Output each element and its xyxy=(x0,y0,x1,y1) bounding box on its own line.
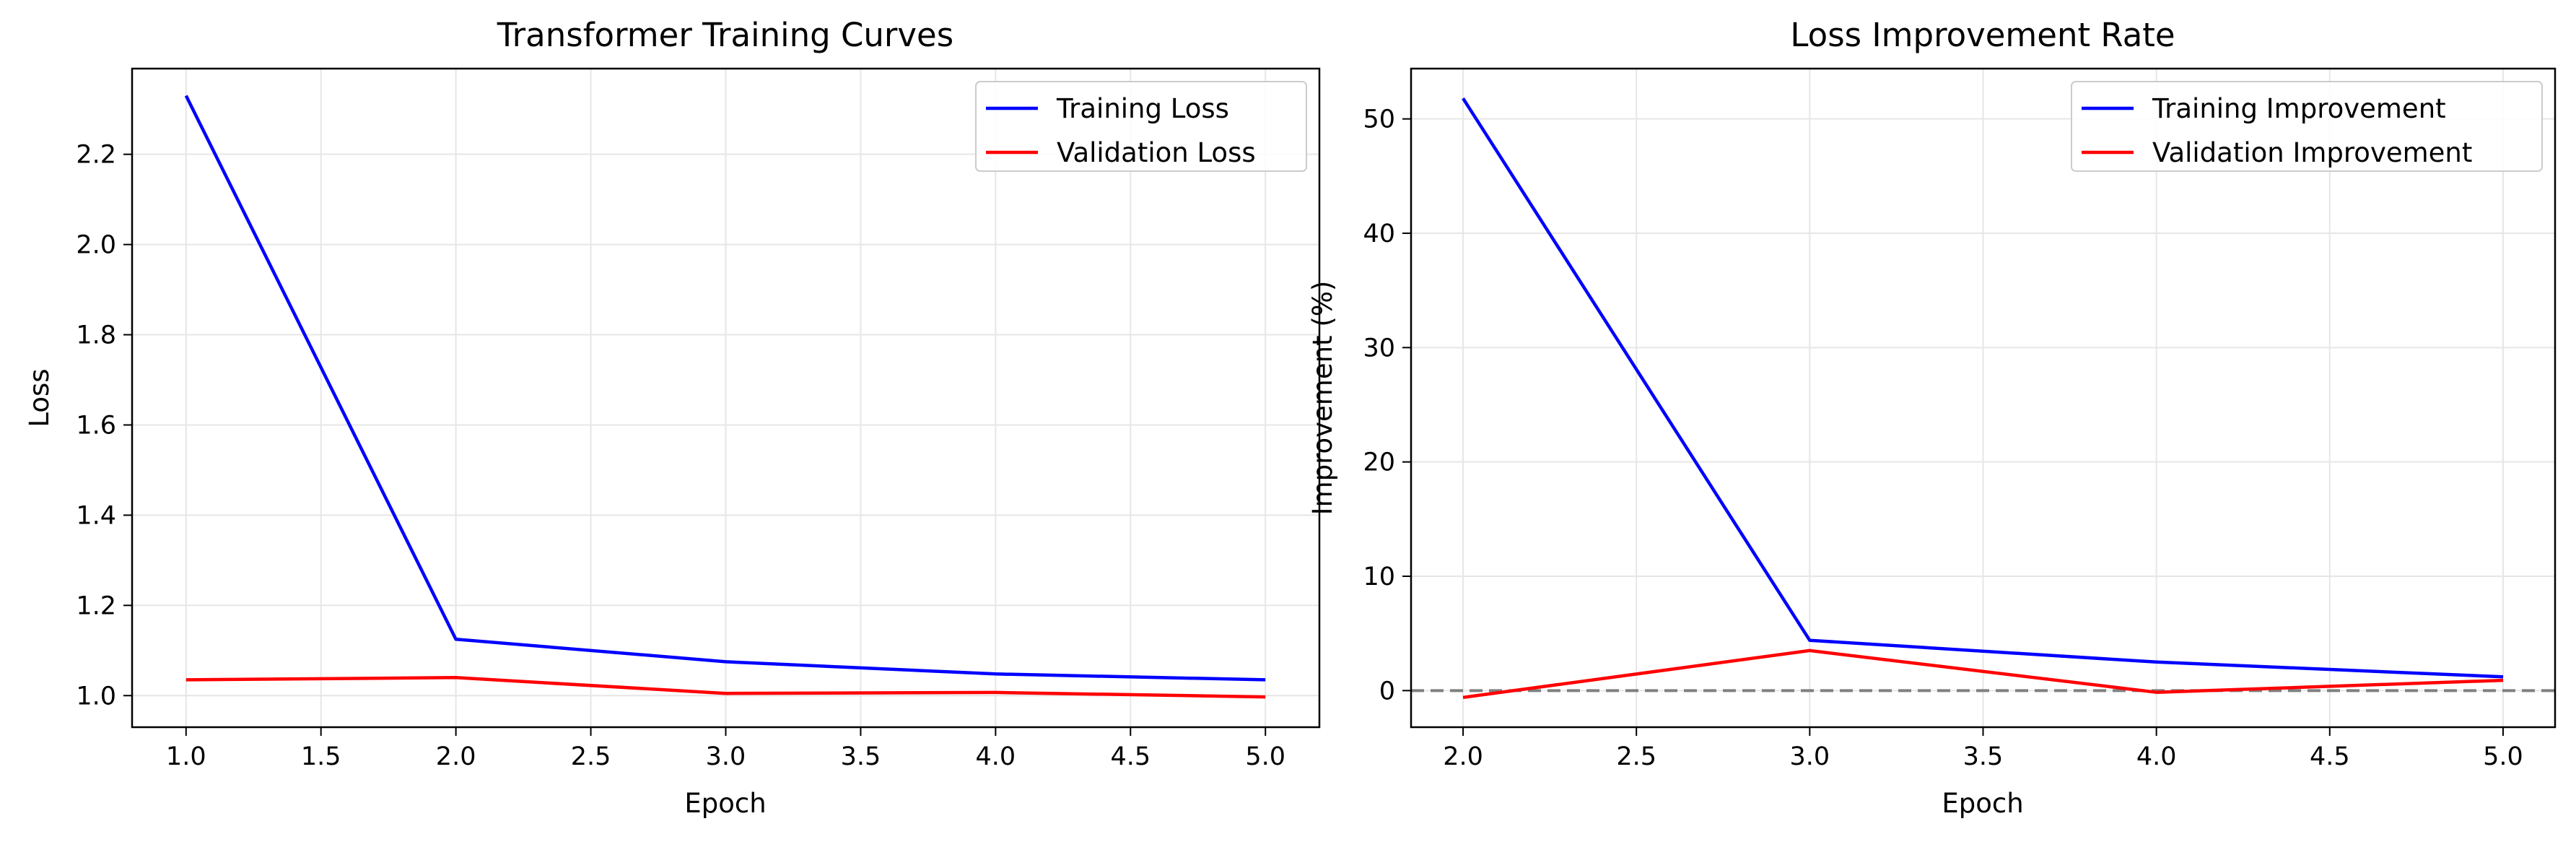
improvement-chart-ylabel: Improvement (%) xyxy=(1307,281,1338,516)
y-tick-label: 0 xyxy=(1379,677,1395,706)
y-tick-label: 2.2 xyxy=(76,141,116,170)
loss-chart-ylabel: Loss xyxy=(24,368,55,427)
series-line-training xyxy=(1462,97,2504,679)
loss-chart-ticks: 1.0 1.5 2.0 2.5 3.0 3.5 4.0 4.5 5.0 1.0 1.2 1.4 1.6 1… xyxy=(76,141,1285,771)
y-tick-label: 2.0 xyxy=(76,231,116,260)
y-tick-label: 50 xyxy=(1363,105,1395,134)
y-tick-label: 30 xyxy=(1363,334,1395,363)
x-tick-label: 4.0 xyxy=(2136,742,2177,771)
y-tick-label: 1.8 xyxy=(76,321,116,350)
loss-chart: Transformer Training Curves 1.0 1.5 2.0 2.5… xyxy=(24,16,1321,819)
x-tick-label: 3.0 xyxy=(706,742,746,771)
improvement-chart-grid xyxy=(1411,69,2555,727)
x-tick-label: 3.0 xyxy=(1790,742,1830,771)
y-tick-label: 1.4 xyxy=(76,501,116,530)
x-tick-label: 4.0 xyxy=(976,742,1016,771)
improvement-chart-title: Loss Improvement Rate xyxy=(1790,16,2175,54)
legend-box xyxy=(975,81,1307,172)
loss-chart-title: Transformer Training Curves xyxy=(497,16,953,54)
x-tick-label: 5.0 xyxy=(2483,742,2523,771)
x-tick-label: 2.5 xyxy=(1616,742,1656,771)
y-tick-label: 20 xyxy=(1363,448,1395,477)
series-line-validation xyxy=(1462,648,2504,700)
y-tick-label: 10 xyxy=(1363,563,1395,591)
x-tick-label: 4.5 xyxy=(2310,742,2350,771)
x-tick-label: 1.0 xyxy=(166,742,206,771)
y-tick-label: 40 xyxy=(1363,220,1395,248)
x-tick-label: 4.5 xyxy=(1110,742,1151,771)
x-tick-label: 1.5 xyxy=(301,742,341,771)
series-line-validation xyxy=(185,676,1266,699)
improvement-chart-legend: Training Improvement Validation Improveme… xyxy=(2071,81,2543,172)
x-tick-label: 3.5 xyxy=(1963,742,2004,771)
legend-label: Validation Loss xyxy=(1057,137,1256,168)
improvement-chart-ticks: 2.0 2.5 3.0 3.5 4.0 4.5 5.0 0 10 20 30 40 50 xyxy=(1363,105,2523,771)
loss-chart-legend: Training Loss Validation Loss xyxy=(975,81,1307,172)
improvement-chart: Loss Improvement Rate 2.0 2.5 3.0 3.5 4.0 4.5… xyxy=(1307,16,2557,819)
legend-label: Training Loss xyxy=(1056,93,1229,124)
y-tick-label: 1.2 xyxy=(76,591,116,620)
improvement-chart-xlabel: Epoch xyxy=(1942,788,2023,819)
improvement-chart-series xyxy=(1462,97,2504,700)
legend-label: Validation Improvement xyxy=(2152,137,2472,168)
x-tick-label: 5.0 xyxy=(1245,742,1285,771)
x-tick-label: 2.0 xyxy=(436,742,476,771)
y-tick-label: 1.6 xyxy=(76,411,116,440)
x-tick-label: 3.5 xyxy=(841,742,881,771)
legend-label: Training Improvement xyxy=(2152,93,2446,124)
x-tick-label: 2.0 xyxy=(1443,742,1483,771)
x-tick-label: 2.5 xyxy=(571,742,611,771)
legend-box xyxy=(2071,81,2543,172)
loss-chart-series xyxy=(184,95,1266,699)
y-tick-label: 1.0 xyxy=(76,682,116,711)
loss-chart-xlabel: Epoch xyxy=(684,788,766,819)
series-line-training xyxy=(184,95,1266,682)
